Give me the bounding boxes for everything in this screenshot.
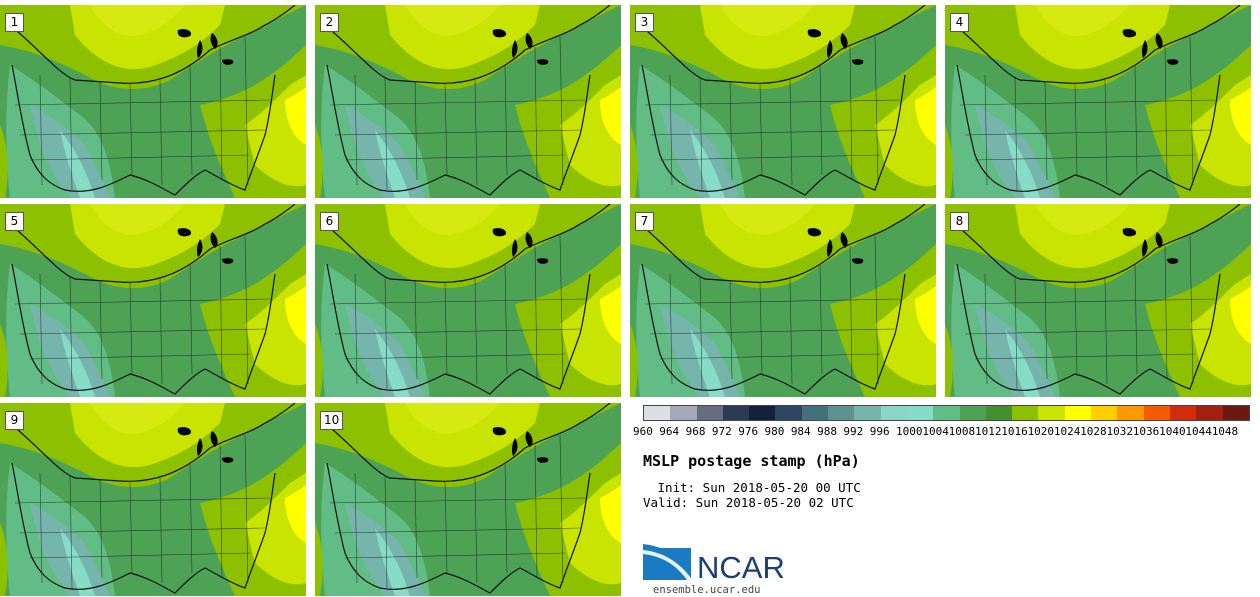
colorbar-swatch <box>1117 406 1144 420</box>
colorbar-swatch <box>933 406 960 420</box>
member-number: 5 <box>5 212 24 231</box>
colorbar-swatch <box>1222 406 1249 420</box>
colorbar-tick: 1000 <box>896 425 923 438</box>
colorbar-tick: 972 <box>711 425 732 438</box>
map-panel-7: 7 <box>630 204 936 397</box>
mslp-map <box>630 204 936 397</box>
colorbar-tick: 1016 <box>1001 425 1028 438</box>
ncar-logo: NCAR <box>643 544 785 582</box>
map-panel-9: 9 <box>0 403 306 596</box>
map-panel-3: 3 <box>630 5 936 198</box>
member-number: 2 <box>320 13 339 32</box>
map-panel-8: 8 <box>945 204 1251 397</box>
colorbar-swatch <box>644 406 671 420</box>
mslp-map <box>0 5 306 198</box>
colorbar-swatch <box>1169 406 1197 420</box>
member-number: 9 <box>5 411 24 430</box>
colorbar-tick: 1008 <box>948 425 976 438</box>
colorbar-swatch <box>985 406 1013 420</box>
mslp-map <box>315 204 621 397</box>
map-panel-1: 1 <box>0 5 306 198</box>
member-number: 3 <box>635 13 654 32</box>
colorbar-tick: 1036 <box>1132 425 1160 438</box>
colorbar-swatch <box>670 406 697 420</box>
member-number: 4 <box>950 13 969 32</box>
colorbar-swatch <box>1012 406 1039 420</box>
colorbar-swatch <box>1143 406 1170 420</box>
colorbar-tick: 980 <box>764 425 785 438</box>
colorbar-tick: 992 <box>843 425 864 438</box>
colorbar-tick: 1012 <box>974 425 1002 438</box>
colorbar-swatch <box>828 406 855 420</box>
colorbar-tick: 1004 <box>922 425 949 438</box>
map-panel-10: 10 <box>315 403 621 596</box>
pressure-colorbar <box>643 405 1250 421</box>
map-panel-4: 4 <box>945 5 1251 198</box>
colorbar-swatch <box>906 406 934 420</box>
mslp-map <box>315 403 621 596</box>
colorbar-tick: 964 <box>659 425 680 438</box>
colorbar-tick: 968 <box>685 425 706 438</box>
colorbar-tick: 960 <box>633 425 653 438</box>
member-number: 10 <box>320 411 344 430</box>
mslp-map <box>0 204 306 397</box>
colorbar-tick: 1040 <box>1159 425 1186 438</box>
member-number: 1 <box>5 13 24 32</box>
colorbar-swatch <box>1064 406 1092 420</box>
colorbar-swatch <box>801 406 829 420</box>
colorbar-tick: 1048 <box>1211 425 1239 438</box>
colorbar-tick: 1020 <box>1027 425 1055 438</box>
init-time: Init: Sun 2018-05-20 00 UTC <box>650 480 861 495</box>
colorbar-tick: 1044 <box>1185 425 1212 438</box>
member-number: 7 <box>635 212 654 231</box>
map-panel-5: 5 <box>0 204 306 397</box>
mslp-map <box>0 403 306 596</box>
colorbar-tick: 1024 <box>1053 425 1081 438</box>
colorbar-swatch <box>1038 406 1065 420</box>
colorbar-swatch <box>959 406 986 420</box>
valid-time: Valid: Sun 2018-05-20 02 UTC <box>643 495 854 510</box>
member-number: 8 <box>950 212 969 231</box>
ncar-logo-text: NCAR <box>697 550 785 582</box>
colorbar-tick: 988 <box>817 425 837 438</box>
colorbar-swatch <box>722 406 750 420</box>
colorbar-swatch <box>749 406 776 420</box>
mslp-map <box>315 5 621 198</box>
mslp-map <box>945 5 1251 198</box>
mslp-map <box>945 204 1251 397</box>
colorbar-swatch <box>1091 406 1118 420</box>
colorbar-tick: 976 <box>738 425 759 438</box>
colorbar-swatch <box>854 406 881 420</box>
colorbar-tick-labels: 960 964 968 972 976 980 984 988 992 996 1000 1004 10… <box>631 425 1260 439</box>
colorbar-swatch <box>775 406 802 420</box>
colorbar-tick: 996 <box>869 425 890 438</box>
map-panel-2: 2 <box>315 5 621 198</box>
mslp-map <box>630 5 936 198</box>
member-number: 6 <box>320 212 339 231</box>
colorbar-tick: 1028 <box>1080 425 1107 438</box>
colorbar-swatch <box>880 406 907 420</box>
colorbar-swatch <box>696 406 723 420</box>
ensemble-url: ensemble.ucar.edu <box>653 584 761 596</box>
colorbar-tick: 1032 <box>1106 425 1133 438</box>
colorbar-swatch <box>1196 406 1223 420</box>
map-panel-6: 6 <box>315 204 621 397</box>
chart-title: MSLP postage stamp (hPa) <box>643 452 860 470</box>
colorbar-tick: 984 <box>790 425 811 438</box>
